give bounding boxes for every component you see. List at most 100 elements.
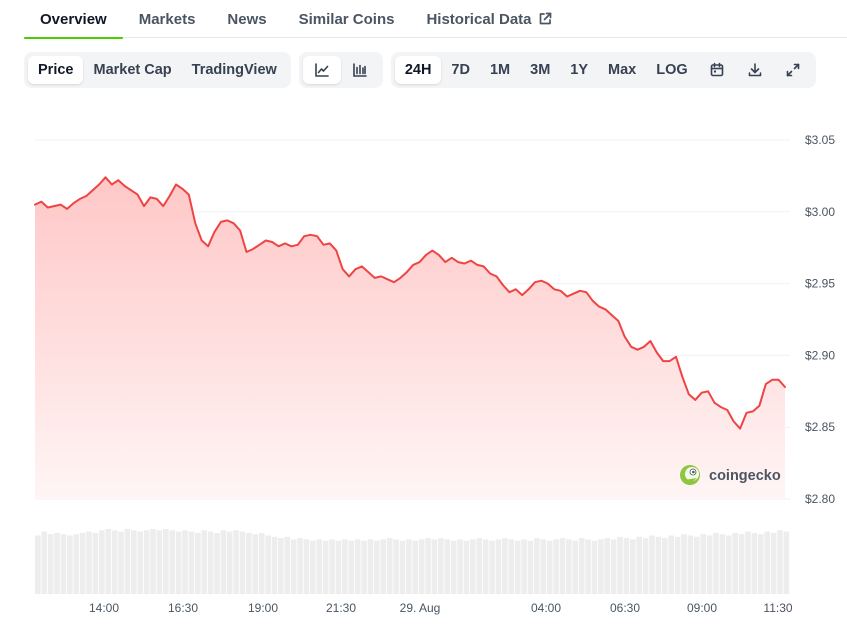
volume-bar	[732, 532, 738, 594]
volume-bar	[591, 540, 598, 594]
volume-bar	[655, 536, 662, 594]
volume-bar	[751, 532, 758, 594]
volume-bar	[374, 540, 380, 594]
tab-markets[interactable]: Markets	[123, 0, 212, 38]
price-series-line	[34, 176, 786, 430]
volume-bar	[131, 530, 137, 594]
range-7d-button[interactable]: 7D	[451, 62, 470, 78]
x-tick-label: 09:00	[687, 601, 717, 615]
volume-bar	[207, 531, 214, 594]
volume-bar	[316, 539, 323, 594]
tab-similar-coins[interactable]: Similar Coins	[283, 0, 411, 38]
tradingview-button[interactable]: TradingView	[191, 62, 277, 78]
range-toolbar: 24H 7D 1M 3M 1Y Max LOG	[390, 52, 816, 88]
date-picker-button[interactable]	[698, 56, 736, 84]
volume-bar	[482, 539, 489, 594]
volume-bar	[450, 540, 457, 594]
watermark-text: coingecko	[709, 468, 781, 484]
download-button[interactable]	[736, 56, 774, 84]
tab-label: Similar Coins	[298, 10, 395, 28]
volume-bar	[188, 531, 195, 594]
calendar-icon	[709, 62, 725, 78]
volume-bar	[783, 531, 790, 594]
volume-bar	[444, 539, 451, 594]
volume-bar	[687, 535, 694, 594]
y-tick-label: $2.95	[805, 277, 835, 291]
volume-bar	[572, 540, 579, 594]
volume-bar	[342, 539, 348, 594]
volume-bar	[284, 536, 291, 594]
coingecko-logo-icon	[680, 465, 700, 485]
x-tick-label: 14:00	[89, 601, 119, 615]
volume-bar	[694, 536, 700, 594]
volume-bar	[662, 538, 668, 594]
candlestick-chart-icon	[352, 62, 368, 78]
volume-bar	[642, 538, 649, 594]
volume-bar	[719, 534, 726, 594]
x-axis-labels: 14:00 16:30 19:00 21:30 29. Aug 04:00 06:30 09:…	[89, 601, 793, 615]
chart-toolbar: Price Market Cap TradingView 24H 7D 1M 3…	[24, 52, 816, 88]
y-tick-label: $2.90	[805, 348, 835, 362]
range-24h-button[interactable]: 24H	[394, 56, 442, 84]
volume-bar	[41, 531, 47, 594]
volume-bar	[636, 536, 642, 594]
volume-bar	[546, 540, 553, 594]
volume-bar	[674, 536, 681, 594]
volume-bar	[367, 539, 374, 594]
tab-label: News	[227, 10, 267, 28]
volume-bar	[700, 534, 706, 594]
volume-bar	[220, 530, 227, 594]
x-tick-label: 11:30	[763, 601, 792, 615]
x-tick-label: 04:00	[531, 601, 561, 615]
volume-bar	[706, 535, 713, 594]
volume-bar	[534, 538, 540, 594]
range-1y-button[interactable]: 1Y	[570, 62, 589, 78]
chart-style-toggle	[298, 52, 383, 88]
volume-bar	[73, 534, 79, 594]
volume-bar	[425, 538, 431, 594]
volume-bar	[182, 530, 188, 594]
x-tick-label: 06:30	[610, 601, 640, 615]
volume-bar	[137, 531, 143, 594]
volume-bar	[764, 531, 770, 594]
volume-bar	[278, 538, 284, 594]
volume-bar	[489, 540, 495, 594]
line-chart-button[interactable]	[302, 56, 341, 84]
volume-bar	[310, 540, 316, 594]
volume-bar	[770, 532, 777, 594]
volume-bar	[508, 539, 515, 594]
market-cap-button[interactable]: Market Cap	[93, 62, 172, 78]
volume-bar	[502, 538, 508, 594]
volume-bar	[566, 539, 572, 594]
volume-bar	[521, 539, 527, 594]
range-1m-button[interactable]: 1M	[489, 62, 511, 78]
candlestick-chart-button[interactable]	[341, 56, 379, 84]
range-3m-button[interactable]: 3M	[530, 62, 551, 78]
volume-bar	[681, 534, 687, 594]
price-chart[interactable]: $3.05 $3.00 $2.95 $2.90 $2.85 $2.80 coingecko…	[0, 100, 847, 629]
metric-toggle: Price Market Cap TradingView	[24, 52, 291, 88]
fullscreen-button[interactable]	[774, 56, 812, 84]
tab-news[interactable]: News	[211, 0, 282, 38]
volume-bar	[438, 538, 444, 594]
line-chart-icon	[314, 62, 330, 78]
tab-historical-data[interactable]: Historical Data	[410, 0, 567, 38]
volume-bar	[252, 534, 259, 594]
volume-bar	[777, 530, 783, 594]
volume-bar	[111, 530, 118, 594]
price-area-fill	[35, 177, 785, 500]
volume-bar	[335, 540, 342, 594]
volume-bar	[630, 539, 636, 594]
range-max-button[interactable]: Max	[608, 62, 637, 78]
external-link-icon	[538, 12, 552, 26]
price-button[interactable]: Price	[28, 56, 84, 84]
log-scale-button[interactable]: LOG	[656, 62, 688, 78]
volume-bar	[156, 530, 163, 594]
volume-bar	[668, 535, 674, 594]
tab-overview[interactable]: Overview	[24, 0, 123, 39]
volume-bar	[610, 539, 617, 594]
volume-bar	[47, 534, 54, 594]
volume-bar	[559, 538, 566, 594]
volume-bar	[495, 539, 502, 594]
volume-bar	[585, 539, 591, 594]
